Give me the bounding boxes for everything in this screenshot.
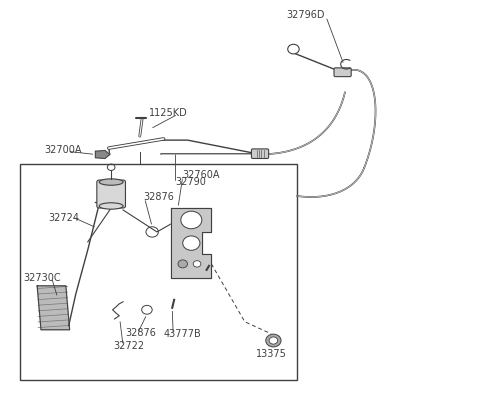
- FancyBboxPatch shape: [252, 150, 269, 159]
- Polygon shape: [171, 209, 211, 278]
- Polygon shape: [96, 151, 110, 159]
- Text: 32796D: 32796D: [287, 10, 325, 20]
- Text: 32700A: 32700A: [44, 144, 82, 154]
- Circle shape: [178, 260, 188, 268]
- Text: 32724: 32724: [48, 212, 79, 222]
- Text: 32876: 32876: [144, 192, 174, 202]
- Text: 43777B: 43777B: [164, 328, 202, 338]
- Text: 13375: 13375: [255, 348, 287, 358]
- Circle shape: [193, 261, 201, 267]
- FancyBboxPatch shape: [334, 69, 351, 77]
- Circle shape: [266, 334, 281, 347]
- Circle shape: [183, 236, 200, 251]
- Text: 32876: 32876: [125, 327, 156, 337]
- FancyBboxPatch shape: [97, 180, 125, 209]
- Ellipse shape: [99, 203, 123, 210]
- Polygon shape: [37, 286, 70, 330]
- Bar: [21, 165, 297, 380]
- Text: 32722: 32722: [113, 340, 144, 350]
- Text: 32760A: 32760A: [183, 170, 220, 180]
- Text: 1125KD: 1125KD: [149, 108, 188, 118]
- Ellipse shape: [99, 179, 123, 186]
- Text: 32730C: 32730C: [24, 273, 61, 283]
- Text: 32790: 32790: [176, 176, 206, 186]
- Circle shape: [269, 337, 278, 344]
- Circle shape: [181, 212, 202, 229]
